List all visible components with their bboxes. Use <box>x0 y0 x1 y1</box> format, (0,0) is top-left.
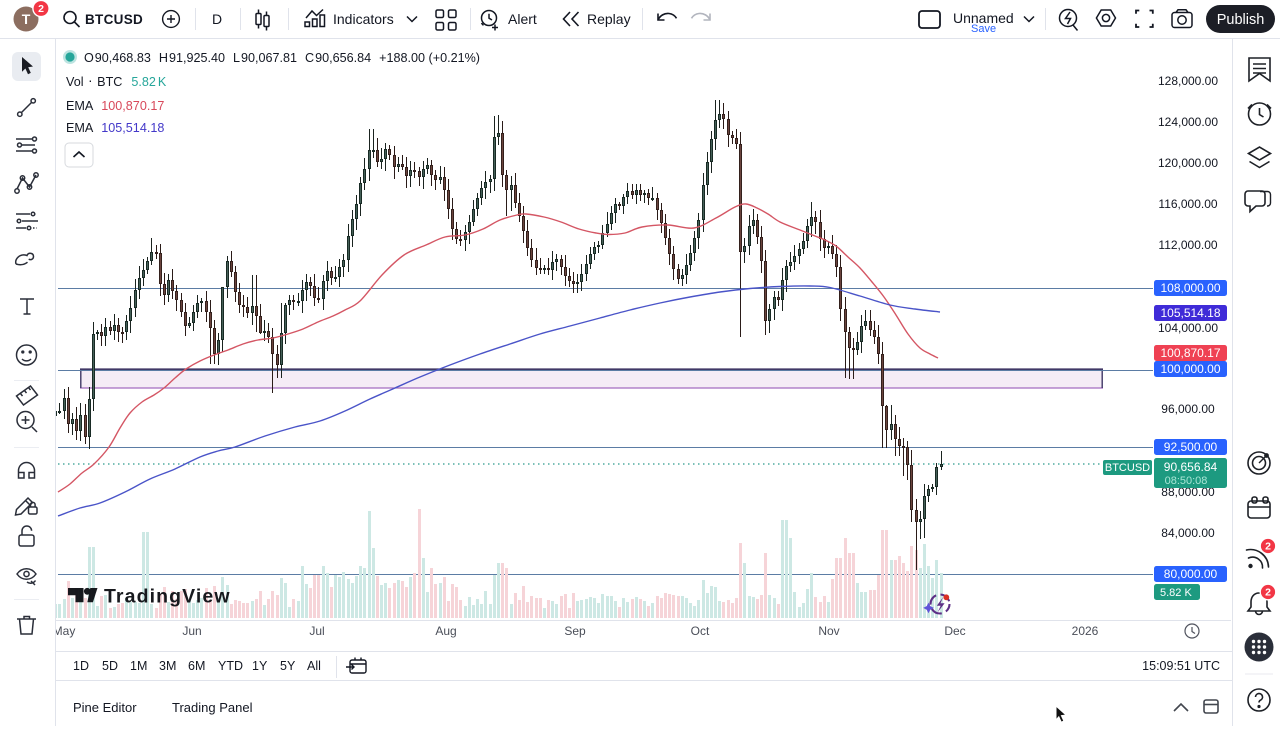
svg-text:Publish: Publish <box>1217 12 1265 28</box>
svg-text:84,000.00: 84,000.00 <box>1161 526 1215 540</box>
svg-text:Unnamed: Unnamed <box>953 10 1014 26</box>
svg-text:100,000.00: 100,000.00 <box>1160 362 1220 376</box>
svg-text:88,000.00: 88,000.00 <box>1161 485 1215 499</box>
svg-text:Alert: Alert <box>508 11 537 27</box>
svg-text:Oct: Oct <box>691 624 710 638</box>
svg-text:124,000.00: 124,000.00 <box>1158 115 1218 129</box>
svg-text:Sep: Sep <box>564 624 586 638</box>
svg-text:120,000.00: 120,000.00 <box>1158 156 1218 170</box>
svg-text:90,656.84: 90,656.84 <box>1164 460 1218 474</box>
svg-text:Aug: Aug <box>435 624 456 638</box>
svg-text:80,000.00: 80,000.00 <box>1164 567 1218 581</box>
svg-text:2026: 2026 <box>1072 624 1099 638</box>
svg-text:112,000.00: 112,000.00 <box>1158 238 1217 252</box>
svg-text:104,000.00: 104,000.00 <box>1158 321 1218 335</box>
svg-text:BTCUSD: BTCUSD <box>85 12 143 27</box>
svg-text:108,000.00: 108,000.00 <box>1160 281 1220 295</box>
svg-text:Save: Save <box>971 23 996 35</box>
svg-text:Jul: Jul <box>309 624 324 638</box>
svg-text:105,514.18: 105,514.18 <box>1160 306 1220 320</box>
svg-text:96,000.00: 96,000.00 <box>1161 402 1215 416</box>
svg-text:May: May <box>56 624 75 638</box>
svg-text:BTCUSD: BTCUSD <box>1105 462 1150 474</box>
svg-text:5.82 K: 5.82 K <box>1160 587 1192 599</box>
svg-text:T: T <box>22 11 31 27</box>
svg-text:2: 2 <box>38 3 44 15</box>
svg-text:Indicators: Indicators <box>333 11 394 27</box>
svg-text:2: 2 <box>1265 587 1271 599</box>
svg-text:92,500.00: 92,500.00 <box>1164 440 1218 454</box>
svg-text:116,000.00: 116,000.00 <box>1158 197 1217 211</box>
svg-text:TradingView: TradingView <box>104 586 231 608</box>
svg-text:08:50:08: 08:50:08 <box>1165 475 1208 487</box>
svg-text:Replay: Replay <box>587 11 631 27</box>
svg-text:128,000.00: 128,000.00 <box>1158 74 1218 88</box>
svg-text:2: 2 <box>1265 541 1271 553</box>
svg-text:100,870.17: 100,870.17 <box>1160 346 1220 360</box>
svg-text:Dec: Dec <box>944 624 965 638</box>
svg-text:Jun: Jun <box>182 624 201 638</box>
svg-text:D: D <box>212 11 222 27</box>
svg-text:Nov: Nov <box>818 624 839 638</box>
